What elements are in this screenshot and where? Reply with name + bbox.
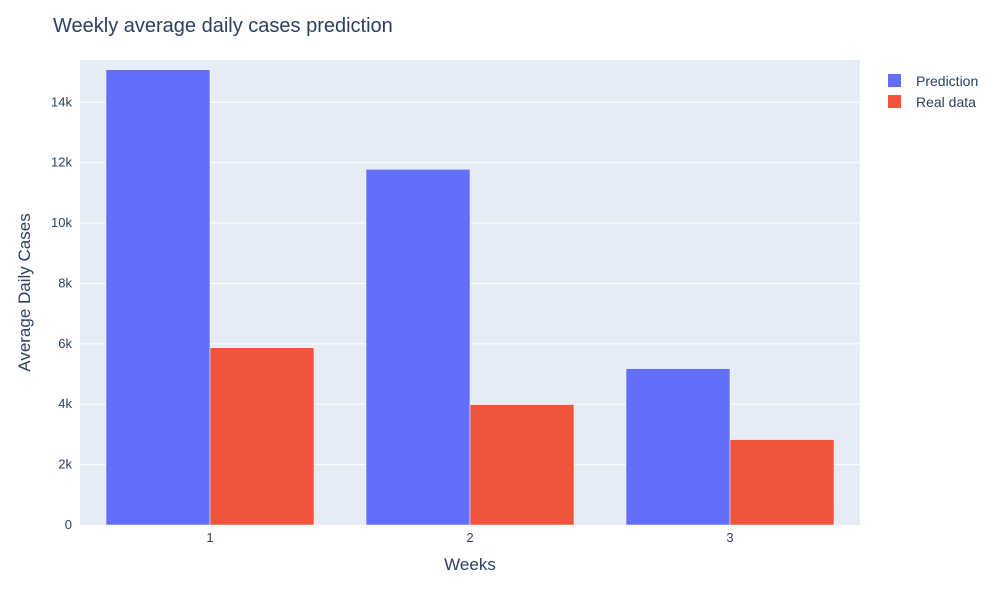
y-tick-label: 14k [51, 94, 72, 109]
bar-prediction-week-1[interactable] [105, 69, 211, 526]
x-axis-title: Weeks [444, 555, 496, 574]
y-tick-label: 6k [58, 336, 72, 351]
y-tick-label: 0 [65, 517, 72, 532]
bar-real-data-week-2[interactable] [469, 404, 575, 526]
bar-prediction-week-3[interactable] [625, 368, 731, 526]
x-tick-label: 2 [466, 530, 473, 545]
y-axis-ticks: 0 2k 4k 6k 8k 10k 12k 14k [51, 94, 72, 532]
legend[interactable]: Prediction Real data [888, 73, 978, 110]
legend-label[interactable]: Real data [916, 94, 976, 110]
y-tick-label: 4k [58, 396, 72, 411]
bar-real-data-week-3[interactable] [729, 439, 835, 526]
y-tick-label: 10k [51, 215, 72, 230]
legend-swatch [888, 74, 901, 87]
bars [105, 69, 835, 526]
y-tick-label: 8k [58, 275, 72, 290]
chart-title: Weekly average daily cases prediction [53, 15, 393, 37]
y-tick-label: 2k [58, 457, 72, 472]
bar-real-data-week-1[interactable] [209, 347, 315, 526]
legend-label[interactable]: Prediction [916, 73, 978, 89]
x-tick-label: 3 [726, 530, 733, 545]
bar-prediction-week-2[interactable] [365, 169, 471, 526]
x-axis-ticks: 1 2 3 [206, 530, 733, 545]
legend-swatch [888, 95, 901, 108]
x-tick-label: 1 [206, 530, 213, 545]
y-tick-label: 12k [51, 155, 72, 170]
y-axis-title: Average Daily Cases [15, 213, 34, 371]
